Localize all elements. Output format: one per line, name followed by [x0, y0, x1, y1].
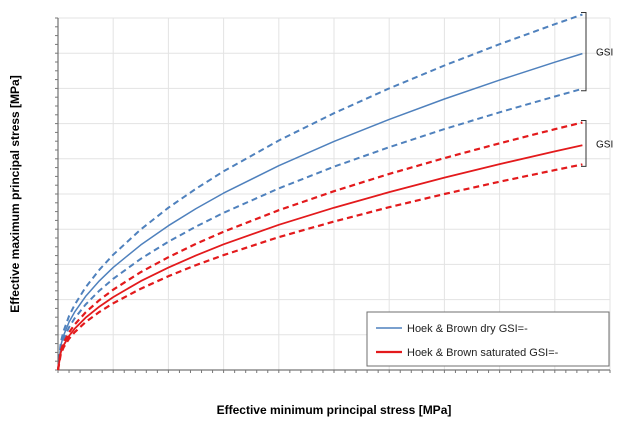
series-line-saturated-dashed-3: [56, 121, 583, 371]
legend: Hoek & Brown dry GSI=- Hoek & Brown satu…: [366, 311, 610, 367]
legend-label-saturated: Hoek & Brown saturated GSI=-: [407, 347, 559, 359]
series-line-saturated-dashed-5: [56, 163, 583, 371]
legend-label-dry: Hoek & Brown dry GSI=-: [407, 323, 528, 335]
y-axis-label: Effective maximum principal stress [MPa]: [8, 75, 22, 312]
legend-box: [366, 311, 610, 367]
series-line-dry-dashed-2: [57, 87, 583, 371]
series-layer: [56, 13, 583, 371]
series-line-saturated-solid-4: [57, 144, 583, 371]
series-line-dry-dashed-0: [57, 13, 583, 371]
annotations: GSI GSI: [581, 11, 613, 167]
gsi-label-saturated: GSI: [596, 139, 613, 150]
series-line-dry-solid-1: [57, 52, 583, 371]
x-axis-label: Effective minimum principal stress [MPa]: [217, 403, 452, 417]
gsi-label-dry: GSI: [596, 48, 613, 59]
gsi-bracket-saturated: [581, 120, 587, 167]
gsi-bracket-dry: [581, 11, 587, 92]
axes: [55, 17, 611, 373]
